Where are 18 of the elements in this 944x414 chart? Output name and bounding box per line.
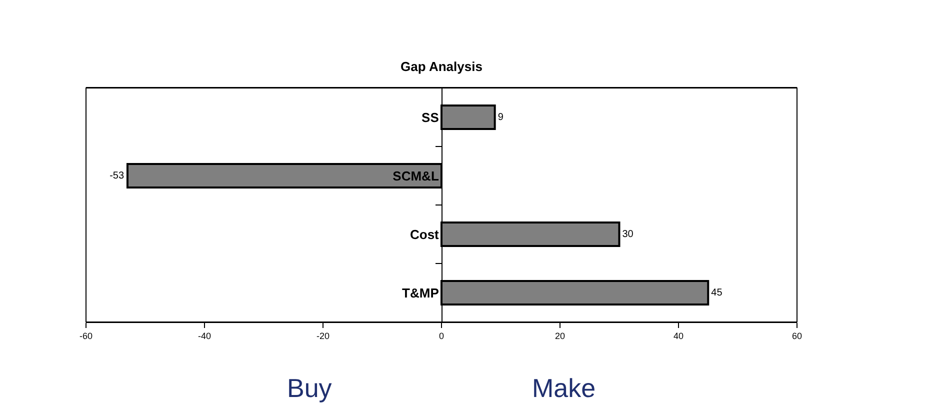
x-tick-label: 20 [554,330,566,341]
y-tick-label: T&MP [402,285,440,300]
data-label: 30 [622,228,634,240]
text: Buy [287,373,332,403]
x-tick-label: -60 [79,330,93,341]
y-tick-label: Cost [410,226,440,242]
data-label: 9 [498,112,504,123]
y-tick-label: SS [422,110,440,125]
x-tick-label: -20 [316,330,330,341]
data-label: 45 [711,287,723,298]
chart-title: Gap Analysis [400,59,482,74]
x-tick-label: 40 [673,330,684,341]
text: Make [532,373,596,403]
data-label: -53 [110,170,124,182]
x-tick-label: 0 [438,330,444,341]
y-tick-label: SCM&L [392,168,439,184]
x-tick-label: -40 [198,330,212,341]
x-tick-label: 60 [792,330,802,341]
